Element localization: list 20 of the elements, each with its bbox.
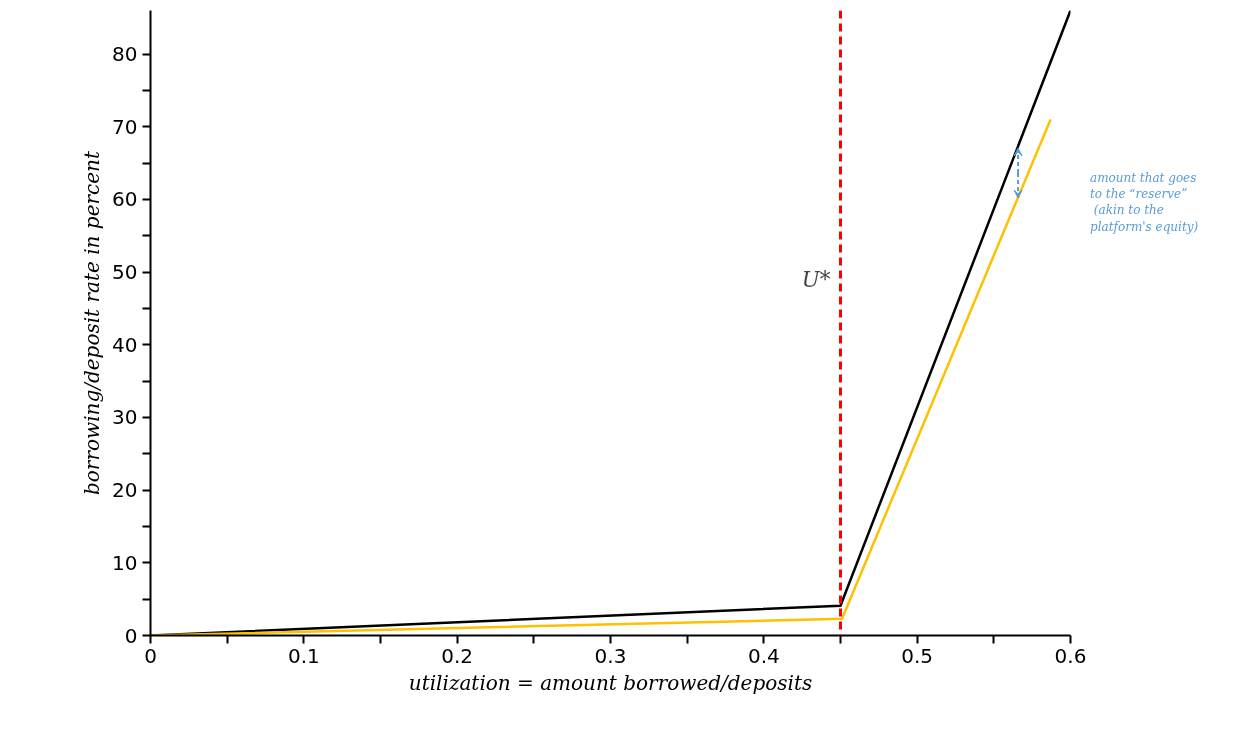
y-tick-label: 60 [112,187,138,212]
y-tick-label: 10 [112,550,138,575]
x-tick-label: 0.1 [287,643,320,668]
y-tick-label: 80 [112,42,138,67]
x-tick-label: 0.4 [747,643,780,668]
ref-line-label: U* [801,266,831,292]
y-axis-title: borrowing/deposit rate in percent [80,150,105,495]
x-tick-label: 0.2 [441,643,474,668]
y-tick-label: 0 [124,623,138,648]
text: amount that goes to the “reserve” (akin to the platform's equity) [1090,170,1199,235]
y-tick-label: 40 [112,332,138,357]
y-tick-label: 50 [112,260,138,285]
x-tick-label: 0.6 [1054,643,1087,668]
x-axis-title: utilization = amount borrowed/deposits [408,670,813,695]
y-tick-label: 30 [112,405,138,430]
x-tick-label: 0 [144,643,157,668]
x-tick-label: 0.3 [594,643,627,668]
y-tick-label: 70 [112,114,138,139]
x-tick-label: 0.5 [901,643,934,668]
y-tick-label: 20 [112,478,138,503]
